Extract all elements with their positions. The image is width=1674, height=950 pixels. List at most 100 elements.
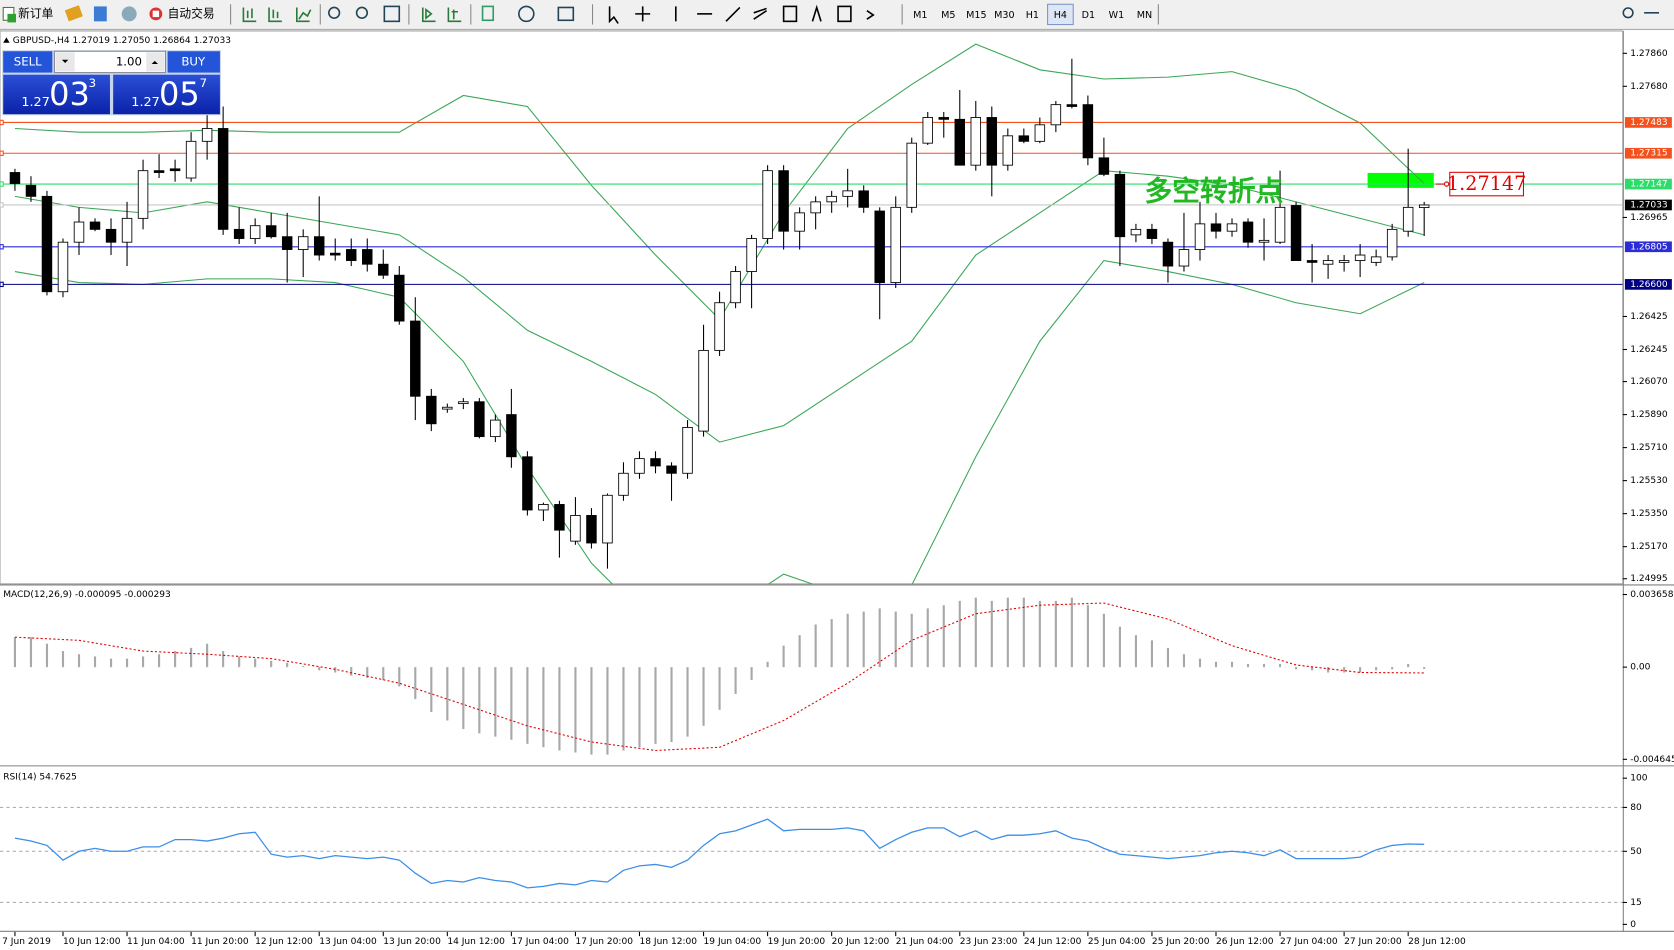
new-order-button[interactable]: 新订单 [2, 6, 54, 23]
icon[interactable] [64, 5, 83, 22]
icon[interactable] [93, 6, 107, 22]
toolbar [0, 0, 1674, 29]
timeframe-button[interactable]: M30 [994, 10, 1015, 21]
main-plot [0, 43, 1623, 584]
candle-body [618, 472, 629, 496]
new-order-label[interactable]: 新订单 [18, 6, 53, 20]
level-label-bg [1624, 117, 1672, 128]
timeframe-button[interactable]: M15 [966, 10, 987, 21]
level-label: 1.26805 [1630, 242, 1667, 252]
candle-body [794, 212, 805, 232]
candle-body [281, 236, 293, 250]
timeframe-button[interactable]: D1 [1082, 10, 1096, 21]
candle-body [1018, 135, 1030, 142]
time-label: 17 Jun 20:00 [575, 937, 633, 947]
ask-prefix: 1.27 [131, 95, 160, 110]
candle-body [1114, 173, 1126, 238]
level-label: 1.27483 [1630, 118, 1668, 128]
timeframe-button[interactable]: W1 [1109, 10, 1125, 21]
candle-body [329, 252, 341, 256]
timeframe-button[interactable]: H1 [1026, 10, 1039, 21]
chart-menu-arrow[interactable] [3, 37, 10, 43]
candle-body [1194, 223, 1206, 250]
candle-body [1386, 228, 1398, 258]
candle-body [137, 170, 149, 219]
y-tick-label: 1.26245 [1630, 345, 1667, 355]
buy-button[interactable] [167, 51, 220, 73]
highlight-box [1367, 172, 1434, 188]
candle-body [906, 142, 917, 208]
sell-label[interactable]: SELL [14, 54, 42, 68]
time-label: 11 Jun 04:00 [127, 937, 185, 947]
callout-box [1449, 171, 1525, 197]
level-label-bg [1624, 241, 1672, 253]
level-label-bg [1624, 279, 1672, 290]
candle-body [1306, 260, 1318, 263]
candle-body [1130, 228, 1142, 236]
level-marker [0, 181, 4, 187]
y-tick-label: 0.00 [1630, 663, 1650, 673]
auto-trading-button[interactable]: 自动交易 [149, 6, 215, 20]
candle-body [57, 241, 69, 293]
timeframe-button[interactable]: MN [1137, 10, 1152, 21]
time-label: 28 Jun 12:00 [1408, 937, 1466, 947]
y-tick-label: 1.26070 [1630, 377, 1668, 387]
sell-button[interactable] [3, 51, 53, 73]
candle-body [1354, 254, 1366, 261]
buy-price-button[interactable] [113, 74, 220, 115]
lots-input[interactable] [53, 50, 167, 74]
candle-body [762, 170, 773, 239]
level-marker [0, 119, 4, 126]
time-label: 11 Jun 20:00 [191, 937, 249, 947]
bollinger-lower [14, 259, 1425, 584]
candle-body [682, 427, 693, 474]
y-tick-label: 100 [1630, 774, 1648, 784]
macd-signal [14, 602, 1425, 752]
candle-body [602, 494, 613, 544]
candle-body [522, 456, 533, 511]
ask-big: 05 [159, 75, 200, 113]
y-tick-label: 1.26965 [1630, 213, 1667, 223]
candle-body [1370, 256, 1382, 263]
candle-body [506, 414, 517, 458]
candle-body [346, 249, 357, 261]
candle-body [1274, 206, 1286, 243]
buy-label[interactable]: BUY [181, 54, 206, 68]
candle-body [954, 118, 966, 166]
y-tick-label: 1.27860 [1630, 49, 1668, 59]
candle-body [1402, 206, 1414, 232]
toolbar-icons[interactable] [242, 4, 1660, 24]
y-tick-label: 0.003658 [1630, 590, 1673, 600]
candle-body [938, 117, 949, 120]
timeframe-button[interactable]: M5 [941, 10, 955, 21]
candle-body [378, 263, 389, 276]
time-label: 23 Jun 23:00 [960, 937, 1018, 947]
auto-trading-label[interactable]: 自动交易 [168, 6, 215, 20]
time-label: 27 Jun 04:00 [1280, 937, 1338, 947]
sell-price-button[interactable] [3, 74, 110, 115]
time-label: 10 Jun 12:00 [63, 937, 121, 947]
candle-body [153, 170, 165, 173]
candle-body [426, 395, 437, 425]
timeframe-button[interactable]: M1 [913, 10, 927, 21]
candle-body [1034, 124, 1046, 142]
candle-body [490, 419, 501, 438]
candle-body [1258, 239, 1270, 243]
y-tick-label: 15 [1630, 898, 1642, 908]
level-label-bg [1624, 178, 1672, 190]
time-label: 14 Jun 12:00 [447, 937, 505, 947]
candle-body [826, 195, 837, 203]
lots-value[interactable]: 1.00 [116, 54, 142, 68]
candle-body [1210, 223, 1222, 232]
level-label: 1.27315 [1630, 149, 1667, 159]
time-label: 19 Jun 04:00 [704, 937, 762, 947]
level-label: 1.26600 [1630, 280, 1668, 290]
timeframe-button[interactable]: H4 [1054, 10, 1067, 21]
y-tick-label: 1.25890 [1630, 410, 1668, 420]
candle-body [1242, 221, 1254, 243]
level-marker [0, 202, 4, 208]
panel-title: MACD(12,26,9) -0.000095 -0.000293 [3, 590, 171, 600]
icon[interactable] [121, 6, 137, 22]
time-label: 13 Jun 04:00 [319, 937, 377, 947]
candle-body [169, 168, 181, 172]
